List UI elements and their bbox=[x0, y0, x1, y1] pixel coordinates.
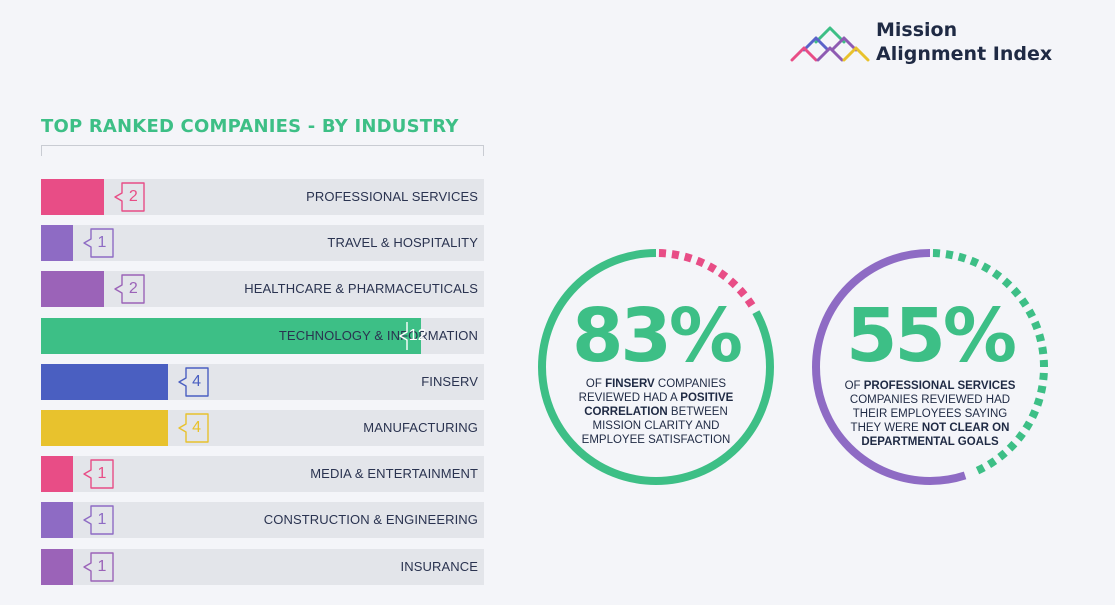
bar-row: CONSTRUCTION & ENGINEERING 1 bbox=[41, 502, 484, 539]
brand-logo: Mission Alignment Index bbox=[790, 16, 1052, 68]
bar-mark bbox=[41, 456, 73, 493]
bar-row: MEDIA & ENTERTAINMENT 1 bbox=[41, 456, 484, 493]
bar-value-tag-icon bbox=[114, 182, 145, 212]
bar-category-label: MEDIA & ENTERTAINMENT bbox=[310, 466, 478, 482]
bar-value-label: 4 bbox=[192, 372, 202, 390]
brand-name-line2: Alignment Index bbox=[876, 43, 1053, 65]
bar-value-tag-icon bbox=[177, 367, 209, 397]
bar-row: TRAVEL & HOSPITALITY 1 bbox=[41, 225, 484, 262]
bar-value-tag-icon bbox=[83, 551, 114, 582]
stat-text-ps-prefix: OF bbox=[844, 380, 864, 392]
bar-row: HEALTHCARE & PHARMACEUTICALS 2 bbox=[41, 271, 484, 308]
bar-value-label: 1 bbox=[97, 511, 107, 529]
bar-category-label: CONSTRUCTION & ENGINEERING bbox=[263, 512, 478, 528]
bar-category-label: MANUFACTURING bbox=[363, 420, 478, 435]
bar-value-label: 1 bbox=[97, 234, 107, 252]
bar-mark bbox=[41, 225, 73, 262]
stat-text-ps-mid: COMPANIES REVIEWED HAD THEIR EMPLOYEES S… bbox=[849, 394, 1011, 434]
bar-row: FINSERV 4 bbox=[41, 363, 484, 400]
bar-value-label: 12 bbox=[408, 326, 427, 344]
bar-mark bbox=[41, 363, 168, 400]
bar-value-tag-icon bbox=[399, 321, 408, 350]
stat-text-finserv: OF FINSERV COMPANIES REVIEWED HAD A POSI… bbox=[569, 377, 743, 447]
bar-value-tag-icon bbox=[177, 413, 209, 443]
bar-mark bbox=[41, 502, 73, 539]
title-bracket bbox=[41, 145, 484, 156]
stat-ring-professional-services bbox=[812, 249, 1048, 485]
bar-value-label: 4 bbox=[192, 419, 202, 436]
bar-value-tag-icon bbox=[83, 228, 114, 258]
bar-value-tag-icon bbox=[83, 505, 114, 536]
bar-category-label: FINSERV bbox=[421, 373, 478, 389]
bar-category-label: INSURANCE bbox=[400, 558, 478, 574]
bar-value-label: 1 bbox=[97, 465, 107, 483]
stat-text-finserv-prefix: OF bbox=[585, 378, 606, 390]
stat-value-professional-services: 55% bbox=[845, 293, 1017, 379]
bar-mark bbox=[41, 271, 105, 308]
bar-category-label: PROFESSIONAL SERVICES bbox=[306, 189, 478, 204]
ring-solid-arc bbox=[538, 249, 774, 485]
bar-value-tag-icon bbox=[83, 459, 114, 489]
brand-name-line1: Mission bbox=[876, 19, 958, 41]
bar-category-label: TECHNOLOGY & INFORMATION bbox=[278, 327, 478, 343]
stat-text-finserv-bold2: POSITIVE CORRELATION bbox=[584, 392, 734, 418]
bar-mark bbox=[41, 410, 168, 446]
chart-title: TOP RANKED COMPANIES - BY INDUSTRY bbox=[41, 116, 459, 137]
stat-text-finserv-suffix: BETWEEN MISSION CLARITY AND EMPLOYEE SAT… bbox=[581, 406, 731, 446]
stat-text-professional-services: OF PROFESSIONAL SERVICES COMPANIES REVIE… bbox=[838, 379, 1022, 449]
bar-row: TECHNOLOGY & INFORMATION 12 bbox=[41, 317, 484, 354]
bar-mark bbox=[41, 317, 421, 354]
bar-value-label: 2 bbox=[128, 188, 138, 205]
bar-mark bbox=[41, 548, 73, 585]
bar-row: PROFESSIONAL SERVICES 2 bbox=[41, 179, 484, 215]
ring-solid-arc bbox=[812, 249, 1048, 485]
stat-text-ps-bold1: PROFESSIONAL SERVICES bbox=[863, 380, 1016, 392]
bar-value-tag-icon bbox=[114, 274, 145, 305]
bar-mark bbox=[41, 179, 105, 215]
bar-row: INSURANCE 1 bbox=[41, 548, 484, 585]
stat-value-finserv: 83% bbox=[571, 293, 743, 379]
bar-value-label: 1 bbox=[97, 557, 107, 575]
stat-text-finserv-bold1: FINSERV bbox=[605, 378, 655, 390]
stat-ring-finserv bbox=[538, 249, 774, 485]
bar-row: MANUFACTURING 4 bbox=[41, 410, 484, 446]
mountains-logo-icon bbox=[790, 26, 870, 62]
stat-text-finserv-mid: COMPANIES REVIEWED HAD A bbox=[578, 378, 727, 404]
ring-dashed-arc bbox=[812, 249, 1048, 485]
stat-text-ps-bold2: NOT CLEAR ON DEPARTMENTAL GOALS bbox=[861, 422, 1010, 448]
brand-name: Mission Alignment Index bbox=[876, 18, 1052, 66]
bar-category-label: HEALTHCARE & PHARMACEUTICALS bbox=[244, 281, 478, 297]
bar-category-label: TRAVEL & HOSPITALITY bbox=[327, 235, 478, 251]
bar-value-label: 2 bbox=[128, 280, 138, 298]
